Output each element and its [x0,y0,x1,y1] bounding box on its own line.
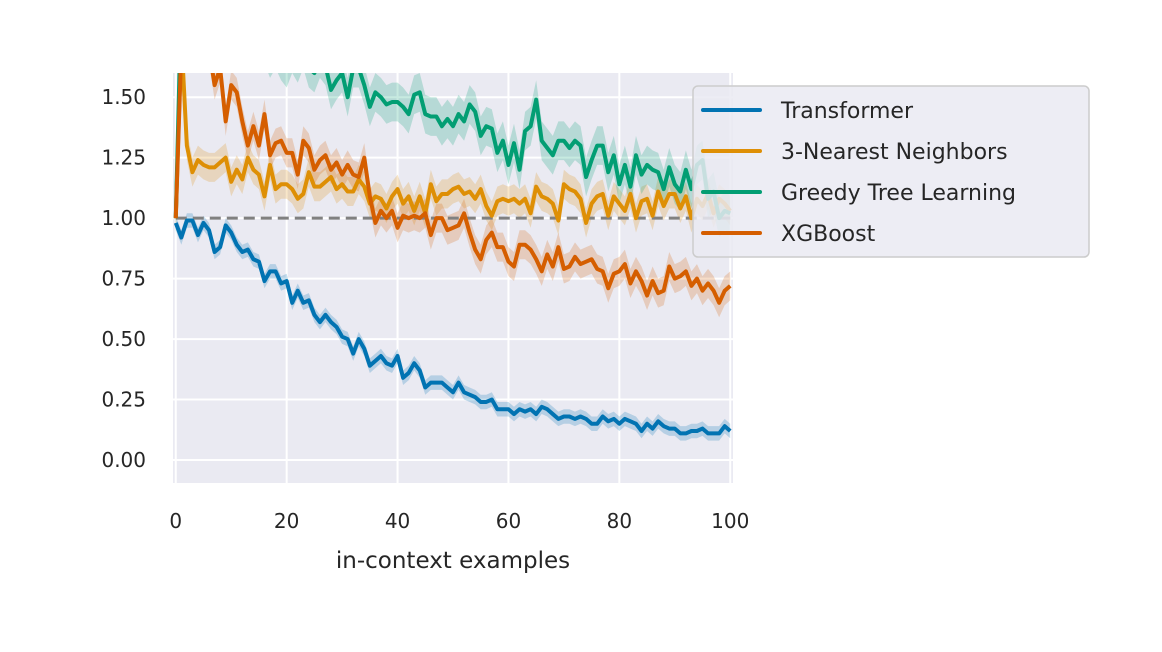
line-transformer [173,218,732,436]
y-tick-label: 1.00 [101,206,146,230]
band-3-nearest-neighbors [175,73,731,238]
y-tick-label: 1.25 [101,146,146,170]
x-axis: 0 20 40 60 80 100 [169,509,749,533]
x-tick-label: 80 [607,509,632,533]
y-tick-label: 0.75 [101,267,146,291]
line-3-nearest-neighbors [173,73,732,225]
legend-box [692,85,1090,258]
legend-label-greedy-tree-learning: Greedy Tree Learning [781,181,1016,206]
x-tick-label: 60 [496,509,521,533]
legend-label-xgboost: XGBoost [781,222,876,247]
line-xgboost [173,73,732,305]
legend: Transformer 3-Nearest Neighbors Greedy Tre… [692,85,1090,258]
x-tick-label: 20 [274,509,299,533]
legend-label-transformer: Transformer [780,99,914,124]
line-greedy-tree-learning [173,73,732,221]
x-tick-label: 40 [385,509,410,533]
y-tick-label: 1.50 [101,85,146,109]
series-lines [173,73,732,436]
x-tick-label: 0 [169,509,182,533]
band-xgboost [175,73,731,318]
x-tick-label: 100 [711,509,749,533]
legend-label-3-nearest-neighbors: 3-Nearest Neighbors [781,140,1008,165]
y-tick-label: 0.00 [101,448,146,472]
x-axis-label: in-context examples [336,548,570,574]
y-tick-label: 0.25 [101,388,146,412]
y-axis: 0.00 0.25 0.50 0.75 1.00 1.25 1.50 [101,85,146,472]
y-tick-label: 0.50 [101,327,146,351]
